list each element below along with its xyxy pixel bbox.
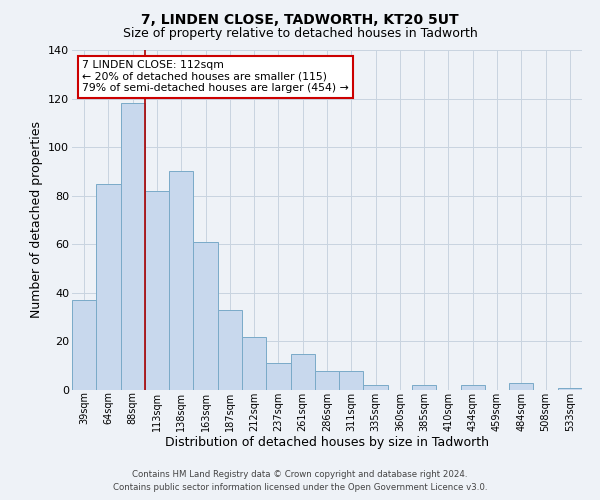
Bar xyxy=(169,172,193,390)
Bar xyxy=(96,184,121,390)
Bar xyxy=(364,385,388,390)
Bar xyxy=(218,310,242,390)
Bar xyxy=(242,336,266,390)
Bar xyxy=(412,385,436,390)
X-axis label: Distribution of detached houses by size in Tadworth: Distribution of detached houses by size … xyxy=(165,436,489,450)
Bar xyxy=(121,104,145,390)
Text: 7, LINDEN CLOSE, TADWORTH, KT20 5UT: 7, LINDEN CLOSE, TADWORTH, KT20 5UT xyxy=(141,12,459,26)
Bar xyxy=(290,354,315,390)
Bar xyxy=(193,242,218,390)
Bar xyxy=(509,382,533,390)
Bar xyxy=(461,385,485,390)
Text: Size of property relative to detached houses in Tadworth: Size of property relative to detached ho… xyxy=(122,28,478,40)
Bar xyxy=(558,388,582,390)
Bar xyxy=(315,370,339,390)
Bar xyxy=(72,300,96,390)
Bar xyxy=(339,370,364,390)
Text: Contains HM Land Registry data © Crown copyright and database right 2024.
Contai: Contains HM Land Registry data © Crown c… xyxy=(113,470,487,492)
Bar xyxy=(266,364,290,390)
Bar xyxy=(145,191,169,390)
Y-axis label: Number of detached properties: Number of detached properties xyxy=(29,122,43,318)
Text: 7 LINDEN CLOSE: 112sqm
← 20% of detached houses are smaller (115)
79% of semi-de: 7 LINDEN CLOSE: 112sqm ← 20% of detached… xyxy=(82,60,349,94)
